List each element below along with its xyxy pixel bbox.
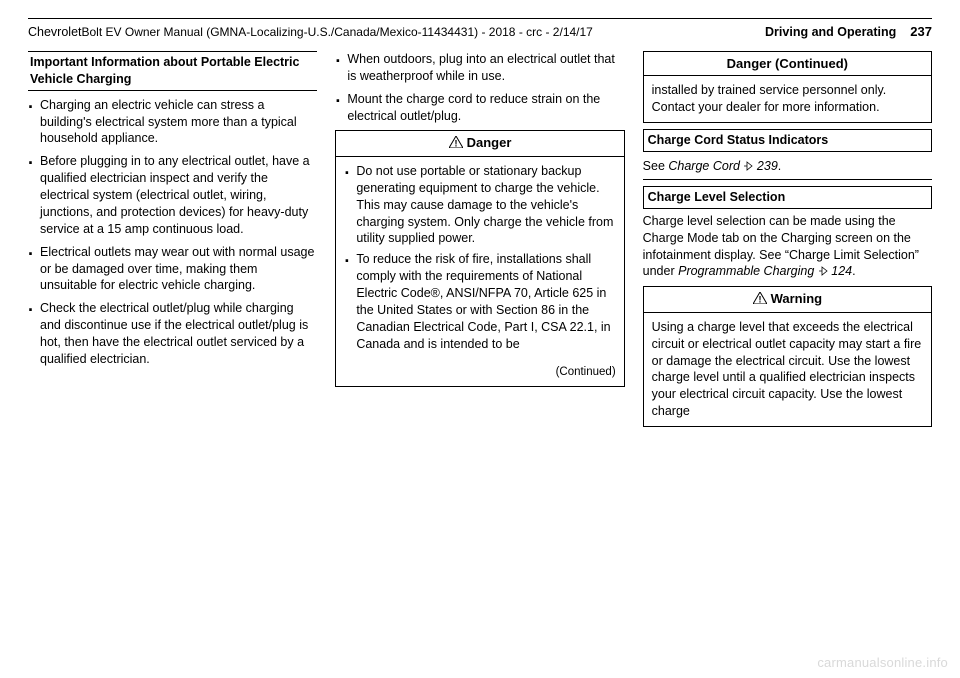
danger-continued-title: Danger (Continued) [644,52,931,77]
header-rule [28,18,932,19]
danger-continued: (Continued) [336,365,623,387]
header-crumb: Bolt EV Owner Manual (GMNA-Localizing-U.… [82,24,593,40]
xref-icon [743,159,753,169]
warning-triangle-icon: ! [753,291,767,309]
warning-body: Using a charge level that exceeds the el… [644,313,931,426]
status-indicators-title: Charge Cord Status Indicators [643,129,932,152]
danger-bullets: Do not use portable or stationary backup… [344,163,615,353]
see-page: 239 [757,159,778,173]
list-item: Before plugging in to any electrical out… [28,153,317,237]
list-item: Do not use portable or stationary backup… [344,163,615,247]
column-3: Danger (Continued) installed by trained … [643,51,932,433]
danger-title: ! Danger [336,131,623,157]
list-item: Mount the charge cord to reduce strain o… [335,91,624,125]
danger-title-text: Danger [467,135,512,150]
list-item: To reduce the risk of fire, installation… [344,251,615,352]
watermark: carmanualsonline.info [817,654,948,672]
xref-icon [818,264,828,274]
col1-title: Important Information about Portable Ele… [28,51,317,91]
column-1: Important Information about Portable Ele… [28,51,317,433]
warning-callout: ! Warning Using a charge level that exce… [643,286,932,427]
warning-title: ! Warning [644,287,931,313]
status-see-line: See Charge Cord 239. [643,156,932,180]
warning-title-text: Warning [771,291,823,306]
charge-level-page: 124 [831,264,852,278]
brand-name: Chevrolet [28,24,82,41]
page-number: 237 [910,23,932,41]
danger-continued-callout: Danger (Continued) installed by trained … [643,51,932,123]
danger-callout: ! Danger Do not use portable or stationa… [335,130,624,387]
col2-bullets: When outdoors, plug into an electrical o… [335,51,624,125]
see-ref: Charge Cord [668,159,740,173]
list-item: When outdoors, plug into an electrical o… [335,51,624,85]
danger-continued-body: installed by trained service personnel o… [644,76,931,122]
list-item: Check the electrical outlet/plug while c… [28,300,317,368]
section-name: Driving and Operating [765,24,896,41]
see-prefix: See [643,159,669,173]
col1-bullets: Charging an electric vehicle can stress … [28,97,317,368]
page: Chevrolet Bolt EV Owner Manual (GMNA-Loc… [0,0,960,678]
charge-level-title: Charge Level Selection [643,186,932,209]
page-header: Chevrolet Bolt EV Owner Manual (GMNA-Loc… [28,23,932,41]
charge-level-body: Charge level selection can be made using… [643,213,932,281]
svg-text:!: ! [758,295,761,305]
warning-triangle-icon: ! [449,135,463,153]
list-item: Electrical outlets may wear out with nor… [28,244,317,295]
list-item: Charging an electric vehicle can stress … [28,97,317,148]
charge-level-ref: Programmable Charging [678,264,814,278]
danger-body: Do not use portable or stationary backup… [336,157,623,365]
content-columns: Important Information about Portable Ele… [28,51,932,433]
column-2: When outdoors, plug into an electrical o… [335,51,624,433]
svg-text:!: ! [454,139,457,149]
